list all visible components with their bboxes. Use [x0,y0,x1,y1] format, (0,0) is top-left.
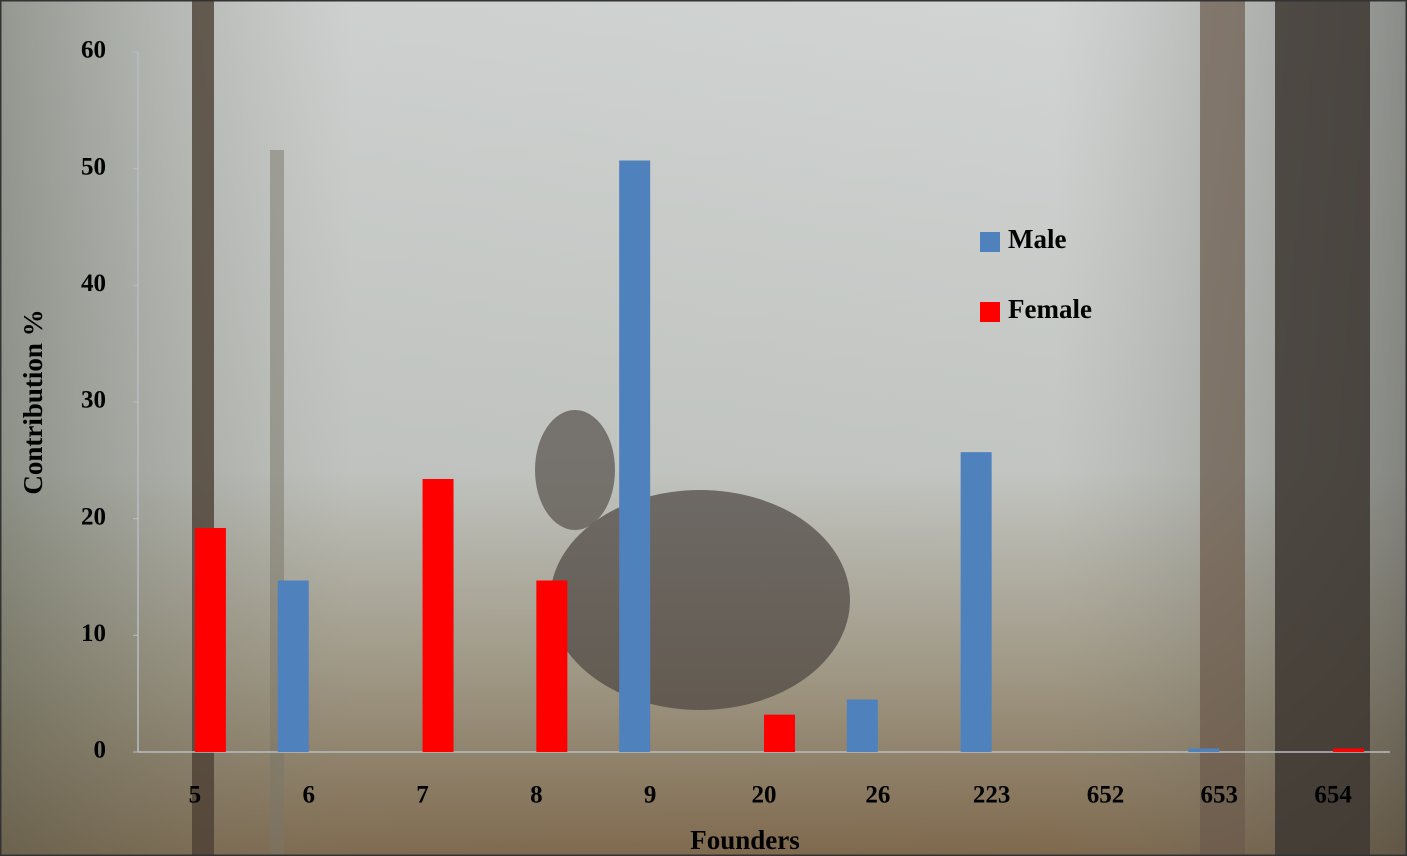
bar [536,581,567,753]
x-tick-label: 8 [530,782,543,809]
x-axis-title: Founders [690,825,800,855]
y-tick-label: 30 [81,387,106,414]
x-tick-label: 653 [1201,782,1239,809]
x-tick-label: 6 [302,782,315,809]
bar [1333,749,1364,753]
bar [961,452,992,752]
legend-label: Female [1008,294,1092,324]
x-tick-label: 652 [1087,782,1125,809]
y-tick-label: 60 [81,37,106,64]
x-tick-label: 20 [752,782,777,809]
legend-label: Male [1008,224,1066,254]
x-tick-label: 654 [1314,782,1352,809]
legend-swatch [980,302,1000,322]
x-tick-label: 5 [189,782,202,809]
x-tick-label: 26 [865,782,890,809]
bar [195,528,226,752]
x-tick-label: 7 [416,782,429,809]
y-tick-label: 20 [81,503,106,530]
bar [1188,749,1219,753]
bar [278,581,309,753]
page: {"chart_data": {"type": "bar", "x_label"… [0,0,1407,856]
bar [423,479,454,752]
y-tick-label: 0 [94,737,107,764]
y-tick-label: 40 [81,270,106,297]
bar [847,700,878,753]
y-axis-title: Contribution % [18,309,48,494]
x-tick-label: 9 [644,782,657,809]
legend-swatch [980,232,1000,252]
chart: Founders Contribution % 0 10 20 30 40 50 60 5 6 7… [0,0,1407,856]
y-tick-label: 10 [81,620,106,647]
x-tick-label: 223 [973,782,1011,809]
bar [764,715,795,752]
y-tick-label: 50 [81,153,106,180]
bar [619,161,650,753]
